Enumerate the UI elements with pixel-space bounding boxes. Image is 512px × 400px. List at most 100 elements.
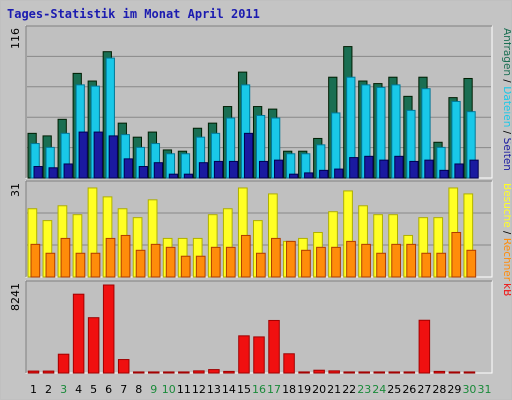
bar-kb-day-29: [448, 371, 461, 374]
bar-rechner-day-17: [271, 237, 281, 278]
bar-kb-day-30: [463, 371, 476, 374]
bar-kb-day-20: [313, 369, 325, 374]
bar-seiten-day-23: [364, 155, 374, 179]
bar-kb-day-16: [253, 336, 265, 374]
bar-rechner-day-22: [346, 240, 356, 278]
legend-1: Anfragen / Dateien / Seiten: [501, 28, 511, 171]
bar-seiten-day-28: [439, 169, 449, 179]
bar-kb-day-24: [373, 371, 386, 374]
x-tick-label-day-2: 2: [45, 383, 52, 396]
bar-seiten-day-6: [108, 135, 118, 179]
legend-entry-kb: kB: [501, 283, 511, 296]
bar-rechner-day-19: [301, 249, 311, 278]
x-tick-label-day-16: 16: [252, 383, 266, 396]
bar-rechner-day-5: [90, 252, 101, 278]
bar-seiten-day-10: [168, 173, 179, 179]
bar-rechner-day-15: [240, 234, 251, 278]
ymax-label-2: 31: [9, 183, 22, 197]
bar-kb-day-27: [418, 319, 431, 374]
legend-entry-besuche: Besuche: [501, 183, 511, 228]
bar-kb-day-9: [148, 371, 160, 374]
bar-rechner-day-10: [165, 246, 176, 278]
bar-seiten-day-24: [379, 159, 389, 179]
bar-rechner-day-28: [436, 252, 447, 278]
bar-seiten-day-2: [48, 167, 58, 179]
bar-seiten-day-25: [394, 155, 404, 179]
x-tick-label-day-10: 10: [162, 383, 176, 396]
bar-kb-day-13: [208, 369, 220, 374]
legend-3: kB: [501, 283, 511, 296]
bar-seiten-day-3: [63, 163, 73, 179]
x-tick-label-day-31: 31: [477, 383, 491, 396]
bar-rechner-day-25: [391, 243, 401, 278]
bar-kb-day-14: [223, 370, 235, 374]
bar-kb-day-3: [57, 353, 70, 374]
bar-kb-day-1: [27, 370, 40, 374]
bar-kb-day-8: [132, 371, 145, 374]
bar-seiten-day-19: [304, 172, 314, 179]
bar-kb-day-12: [193, 370, 205, 374]
bar-kb-day-15: [238, 335, 250, 374]
x-tick-label-day-17: 17: [267, 383, 281, 396]
bar-rechner-day-21: [331, 246, 341, 278]
x-tick-label-day-27: 27: [417, 383, 431, 396]
bar-seiten-day-17: [274, 159, 284, 179]
x-tick-label-day-29: 29: [447, 383, 461, 396]
bar-kb-day-11: [178, 371, 190, 374]
bar-seiten-day-14: [228, 160, 239, 179]
bar-seiten-day-22: [349, 157, 359, 179]
legend-entry-anfragen: Anfragen: [501, 28, 511, 76]
bar-kb-day-19: [298, 371, 310, 374]
bar-kb-day-22: [343, 371, 355, 374]
bar-rechner-day-14: [225, 246, 236, 278]
bar-kb-day-21: [328, 370, 340, 374]
bar-dateien-day-21: [331, 112, 341, 179]
bar-seiten-day-21: [334, 168, 344, 179]
bar-seiten-day-30: [469, 159, 479, 179]
x-tick-label-day-26: 26: [402, 383, 416, 396]
bar-kb-day-7: [117, 359, 130, 374]
x-tick-label-day-24: 24: [372, 383, 386, 396]
bar-seiten-day-12: [198, 162, 209, 179]
bar-seiten-day-9: [153, 162, 164, 179]
bar-rechner-day-2: [45, 252, 56, 278]
chart-title: Tages-Statistik im Monat April 2011: [7, 7, 260, 21]
bar-rechner-day-18: [286, 240, 296, 278]
bar-rechner-day-24: [376, 252, 386, 278]
bar-rechner-day-8: [135, 249, 146, 278]
bar-seiten-day-27: [424, 159, 434, 179]
bar-seiten-day-5: [93, 131, 103, 179]
bar-seiten-day-16: [258, 160, 269, 179]
x-tick-label-day-30: 30: [462, 383, 476, 396]
bar-rechner-day-23: [361, 243, 371, 278]
bar-kb-day-2: [42, 370, 55, 374]
x-tick-label-day-3: 3: [60, 383, 67, 396]
x-tick-label-day-18: 18: [282, 383, 296, 396]
bar-seiten-day-1: [33, 166, 43, 179]
bar-seiten-day-13: [213, 160, 224, 179]
bar-seiten-day-18: [289, 173, 299, 179]
x-tick-label-day-8: 8: [135, 383, 142, 396]
bar-rechner-day-11: [180, 255, 191, 278]
x-tick-label-day-7: 7: [120, 383, 127, 396]
bar-rechner-day-13: [210, 246, 221, 278]
x-tick-label-day-14: 14: [222, 383, 236, 396]
bar-kb-day-25: [388, 371, 401, 374]
bar-rechner-day-16: [255, 252, 266, 278]
legend-entry-rechner: Rechner: [501, 238, 511, 282]
bar-rechner-day-9: [150, 243, 161, 278]
x-tick-label-day-9: 9: [150, 383, 157, 396]
bar-rechner-day-4: [75, 252, 86, 278]
bar-seiten-day-20: [319, 169, 329, 179]
x-tick-label-day-19: 19: [297, 383, 311, 396]
x-tick-label-day-15: 15: [237, 383, 251, 396]
bar-rechner-day-29: [451, 231, 462, 278]
x-tick-label-day-11: 11: [177, 383, 191, 396]
bar-kb-day-6: [102, 284, 115, 374]
bar-rechner-day-26: [406, 243, 417, 278]
bar-rechner-day-27: [421, 252, 432, 278]
legend-entry-dateien: Dateien: [501, 86, 511, 127]
bar-seiten-day-29: [454, 163, 464, 179]
ymax-label-3: 8241: [9, 283, 22, 311]
